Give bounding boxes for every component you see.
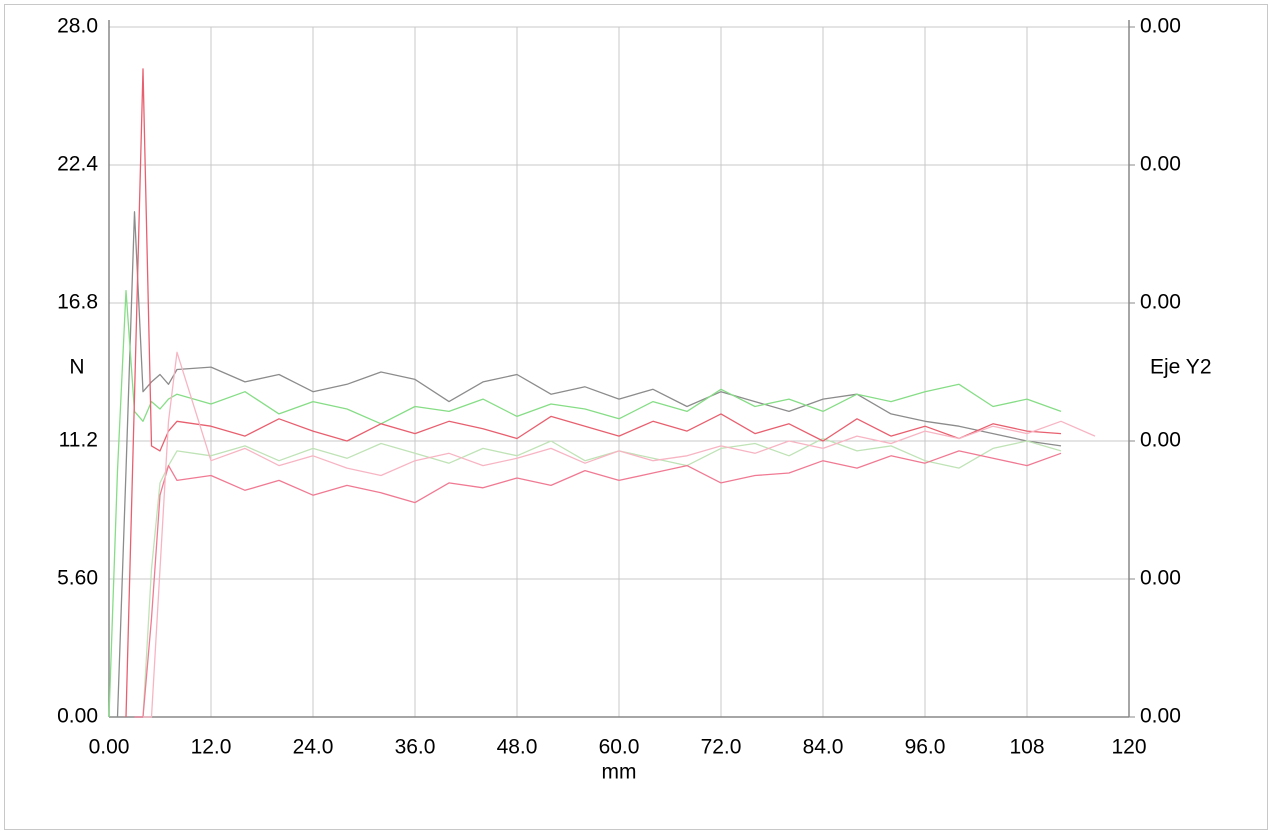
data-line [125, 68, 1062, 718]
x-tick-label: 36.0 [395, 736, 436, 759]
x-tick-label: 24.0 [293, 736, 334, 759]
x-tick-label: 120 [1111, 736, 1146, 759]
x-tick-label: 60.0 [599, 736, 640, 759]
y2-tick-label: 0.00 [1140, 291, 1181, 314]
y-tick-label: 28.0 [57, 15, 98, 38]
y2-axis-title: Eje Y2 [1150, 356, 1212, 379]
x-tick-label: 96.0 [905, 736, 946, 759]
data-line [134, 450, 1062, 718]
y-tick-label: 11.2 [59, 429, 98, 452]
x-tick-label: 84.0 [803, 736, 844, 759]
x-tick-label: 0.00 [89, 736, 130, 759]
y-tick-label: 5.60 [57, 567, 98, 590]
chart-frame [4, 4, 1268, 830]
x-axis-title: mm [602, 761, 637, 784]
data-line [143, 351, 1096, 718]
y2-tick-label: 0.00 [1140, 705, 1181, 728]
y-tick-label: 0.00 [57, 705, 98, 728]
y2-tick-label: 0.00 [1140, 15, 1181, 38]
x-tick-label: 108 [1009, 736, 1044, 759]
data-line [108, 290, 1062, 718]
x-tick-label: 72.0 [701, 736, 742, 759]
y-tick-label: 16.8 [57, 291, 98, 314]
data-line [116, 211, 1062, 718]
x-tick-label: 12.0 [191, 736, 232, 759]
y2-tick-label: 0.00 [1140, 429, 1181, 452]
y2-tick-label: 0.00 [1140, 153, 1181, 176]
y-axis-title: N [69, 356, 84, 379]
y-tick-label: 22.4 [57, 153, 98, 176]
data-line [142, 437, 1062, 718]
x-tick-label: 48.0 [497, 736, 538, 759]
y2-tick-label: 0.00 [1140, 567, 1181, 590]
